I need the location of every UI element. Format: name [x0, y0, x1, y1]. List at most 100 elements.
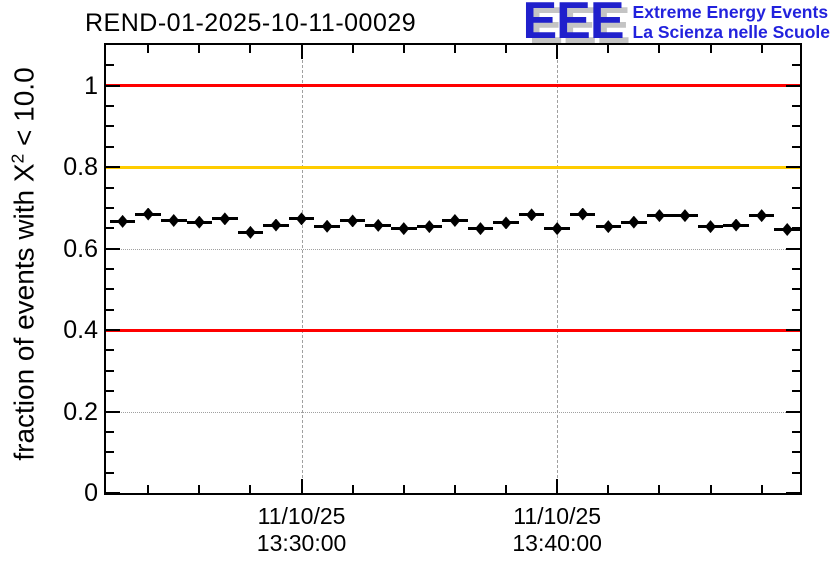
x-minor-tick-top [147, 45, 150, 53]
y-minor-tick-left [106, 227, 114, 230]
y-minor-tick-left [106, 430, 114, 433]
data-point-marker [679, 209, 691, 223]
x-major-tick-top [556, 45, 559, 59]
data-point-marker [705, 220, 717, 234]
y-minor-tick-right [792, 390, 800, 393]
y-minor-tick-right [792, 349, 800, 352]
y-axis-title-superscript: 2 [7, 153, 28, 164]
reference-line-warning [106, 165, 800, 169]
x-minor-tick-bottom [607, 485, 610, 493]
data-point-marker [756, 209, 768, 223]
y-minor-tick-right [792, 186, 800, 189]
y-minor-tick-right [792, 288, 800, 291]
x-minor-tick-top [249, 45, 252, 53]
x-minor-tick-top [198, 45, 201, 53]
y-minor-tick-left [106, 105, 114, 108]
y-minor-tick-right [792, 268, 800, 270]
y-minor-tick-right [792, 308, 800, 311]
y-minor-tick-right [792, 125, 800, 128]
y-major-tick-right [786, 84, 800, 87]
x-tick-label-time: 13:40:00 [512, 530, 602, 556]
data-point-marker [551, 222, 563, 236]
x-minor-tick-top [760, 45, 763, 53]
y-minor-tick-left [106, 206, 114, 209]
y-minor-tick-left [106, 390, 114, 393]
y-major-tick-left [106, 492, 120, 493]
y-minor-tick-left [106, 308, 114, 311]
reference-line-alarm-high [106, 84, 800, 88]
data-point-marker [628, 215, 640, 229]
y-minor-tick-right [792, 105, 800, 108]
data-point-marker [577, 207, 589, 221]
x-minor-tick-top [709, 45, 712, 53]
x-major-tick-top [300, 45, 303, 59]
y-minor-tick-right [792, 369, 800, 372]
y-axis-title-text: fraction of events with X [8, 163, 40, 461]
data-point-marker [117, 214, 129, 228]
y-major-tick-right [786, 410, 800, 413]
data-point-marker [244, 225, 256, 239]
data-point-marker [321, 219, 333, 233]
y-major-tick-left [106, 84, 120, 87]
x-major-tick-bottom [556, 479, 559, 493]
eee-logo-tagline: Extreme Energy Events La Scienza nelle S… [632, 2, 830, 42]
y-minor-tick-left [106, 349, 114, 352]
eee-logo-tagline-line2: La Scienza nelle Scuole [632, 21, 830, 42]
x-tick-label-time: 13:30:00 [256, 530, 347, 556]
y-minor-tick-right [792, 471, 800, 474]
x-minor-tick-top [351, 45, 354, 53]
y-major-tick-left [106, 166, 120, 169]
x-minor-tick-top [402, 45, 405, 53]
data-point-marker [219, 212, 231, 226]
x-minor-tick-top [505, 45, 508, 53]
x-minor-tick-bottom [760, 485, 763, 493]
data-point-marker [781, 222, 793, 236]
y-major-tick-right [786, 492, 800, 493]
plot-title: REND-01-2025-10-11-00029 [85, 9, 417, 37]
x-tick-label-date: 11/10/25 [513, 503, 602, 529]
data-point-marker [398, 222, 410, 236]
x-major-tick-bottom [300, 479, 303, 493]
eee-logo-tagline-line1: Extreme Energy Events [632, 2, 829, 22]
y-minor-tick-right [792, 206, 800, 209]
y-minor-tick-left [106, 186, 114, 189]
plot-area [106, 45, 800, 493]
data-point-marker [168, 214, 180, 228]
v-gridline [557, 45, 559, 493]
y-axis-title: fraction of events with X2 < 10.0 [7, 67, 40, 460]
x-tick-label-date: 11/10/25 [257, 503, 346, 529]
h-gridline [106, 411, 800, 413]
eee-logo-acronym: EEE [522, 0, 624, 50]
x-minor-tick-bottom [351, 485, 354, 493]
data-point-marker [730, 218, 742, 232]
y-minor-tick-right [792, 64, 800, 67]
y-minor-tick-left [106, 369, 114, 372]
data-point-marker [423, 220, 435, 234]
y-minor-tick-left [106, 64, 114, 67]
y-minor-tick-right [792, 430, 800, 433]
reference-line-alarm-low [106, 328, 800, 332]
x-minor-tick-top [453, 45, 456, 53]
data-point-marker [296, 212, 308, 226]
y-major-tick-left [106, 329, 120, 332]
x-minor-tick-bottom [505, 485, 508, 493]
y-major-tick-left [106, 410, 120, 413]
y-major-tick-right [786, 329, 800, 332]
y-minor-tick-left [106, 268, 114, 270]
x-minor-tick-top [658, 45, 661, 53]
eee-logo: EEE Extreme Energy Events La Scienza nel… [522, 0, 830, 50]
x-minor-tick-bottom [249, 485, 252, 493]
h-gridline [106, 248, 800, 250]
x-tick-label: 11/10/25 13:40:00 [467, 503, 647, 557]
y-minor-tick-left [106, 471, 114, 474]
data-point-marker [142, 207, 154, 221]
y-major-tick-right [786, 247, 800, 250]
y-major-tick-right [786, 166, 800, 169]
y-minor-tick-right [792, 451, 800, 454]
x-minor-tick-bottom [147, 485, 150, 493]
data-point-marker [526, 208, 538, 222]
data-point-marker [449, 214, 461, 228]
data-point-marker [474, 222, 486, 236]
y-minor-tick-left [106, 145, 114, 148]
